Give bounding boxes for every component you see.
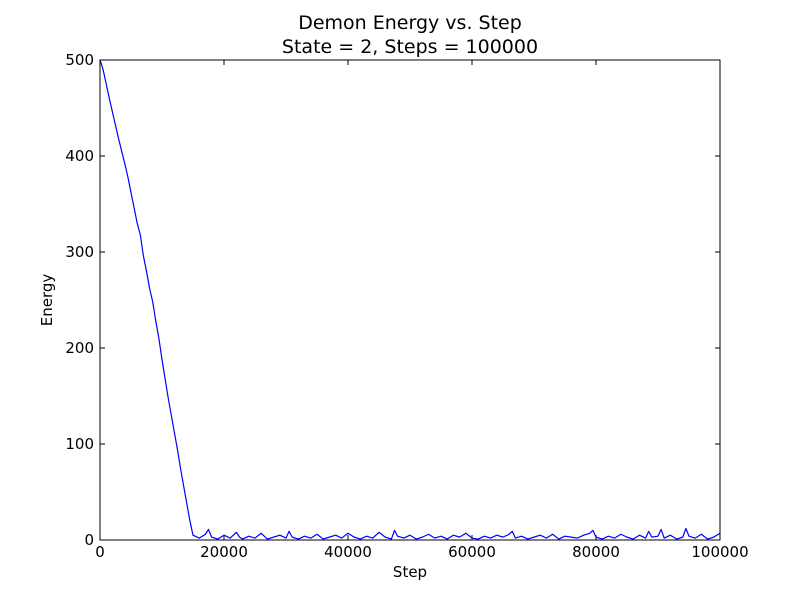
plot-area: [99, 59, 721, 541]
x-tick-label: 40000: [324, 543, 372, 561]
x-tick-label: 20000: [200, 543, 248, 561]
series-group: [99, 59, 721, 540]
y-tick-label: 100: [65, 435, 94, 453]
axis-tick-labels: 0 20000 40000 60000 80000 100000 0 100 200 300 400…: [65, 51, 748, 561]
chart-subtitle: State = 2, Steps = 100000: [282, 36, 538, 58]
y-axis-label: Energy: [38, 274, 56, 327]
plot-border: [99, 59, 721, 541]
x-tick-label: 60000: [448, 543, 496, 561]
chart-title: Demon Energy vs. Step: [298, 12, 522, 34]
y-tick-label: 300: [65, 243, 94, 261]
y-tick-label: 400: [65, 147, 94, 165]
y-tick-label: 500: [65, 51, 94, 69]
x-tick-label: 100000: [691, 543, 748, 561]
x-tick-label: 0: [95, 543, 105, 561]
y-tick-label: 0: [84, 531, 94, 549]
y-tick-label: 200: [65, 339, 94, 357]
x-tick-label: 80000: [572, 543, 620, 561]
series-line-energy: [99, 59, 721, 540]
x-axis-label: Step: [393, 563, 427, 581]
